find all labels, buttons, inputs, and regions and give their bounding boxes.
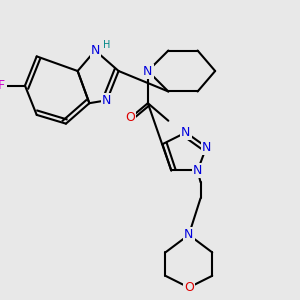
Text: N: N [202,141,211,154]
Text: N: N [143,64,153,77]
Text: N: N [193,164,202,177]
Text: H: H [103,40,110,50]
Text: N: N [102,94,112,107]
Text: O: O [125,111,135,124]
Text: F: F [0,79,5,92]
Text: N: N [181,126,190,139]
Text: O: O [184,281,194,294]
Text: N: N [184,228,194,241]
Text: N: N [91,44,100,57]
